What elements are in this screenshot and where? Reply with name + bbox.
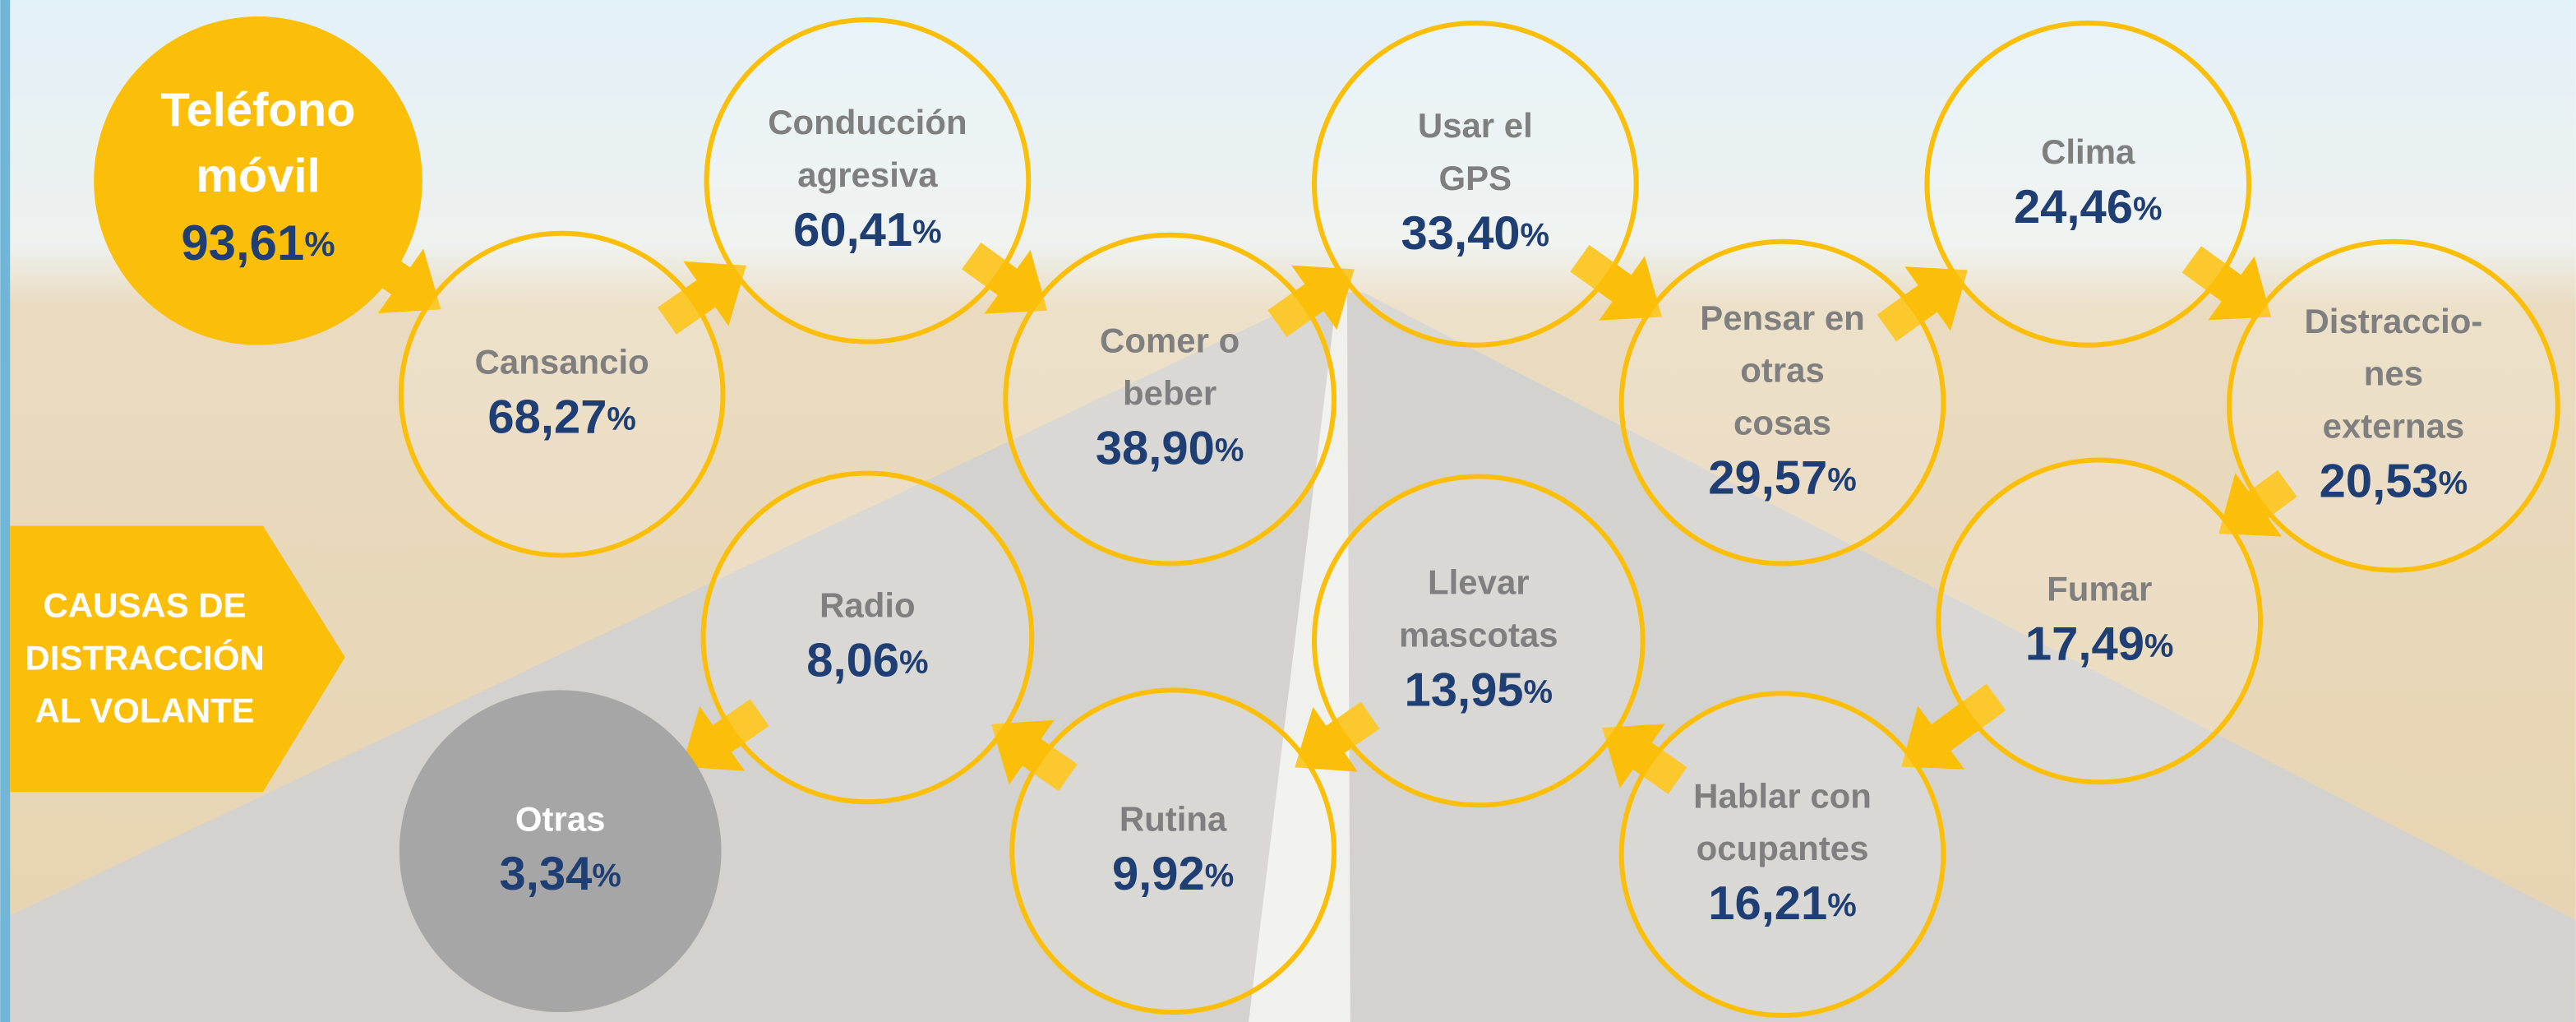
cause-circle <box>2229 242 2558 571</box>
cause-label: Teléfono <box>160 84 355 136</box>
cause-label: Rutina <box>1119 799 1227 838</box>
cause-node: Hablar con ocupantes 16,21% <box>1622 693 1944 1015</box>
cause-node: Comer o beber 38,90% <box>1005 235 1334 564</box>
cause-label: otras <box>1740 351 1825 390</box>
value-number: 60,41 <box>793 204 912 257</box>
title-line: AL VOLANTE <box>35 691 254 729</box>
value-number: 33,40 <box>1401 207 1521 260</box>
value-number: 16,21 <box>1708 877 1827 930</box>
cause-label: Comer o <box>1100 321 1240 360</box>
cause-node: Radio 8,06% <box>704 474 1032 802</box>
cause-label: Usar el <box>1418 106 1533 145</box>
cause-node: Otras 3,34% <box>399 690 722 1012</box>
value-unit: % <box>899 644 929 680</box>
value-unit: % <box>1205 858 1235 894</box>
cause-node: Pensar en otras cosas 29,57% <box>1622 242 1944 564</box>
infographic: Teléfonomóvil93,61%Cansancio68,27%Conduc… <box>0 0 2576 1022</box>
value-number: 24,46 <box>2014 181 2133 234</box>
cause-label: externas <box>2323 407 2465 446</box>
cause-node: Conducción agresiva 60,41% <box>707 20 1029 342</box>
cause-node: Clima 24,46% <box>1927 23 2249 345</box>
cause-node: Teléfono móvil 93,61% <box>94 16 422 345</box>
cause-node: Distraccio-nes externas 20,53% <box>2229 242 2558 571</box>
value-number: 93,61 <box>181 215 304 271</box>
page: {"title": {"lines": ["CAUSAS DE", "DISTR… <box>0 0 2576 1022</box>
value-unit: % <box>304 224 335 263</box>
value-unit: % <box>1827 887 1857 923</box>
cause-label: móvil <box>196 150 320 202</box>
cause-label: nes <box>2364 354 2423 393</box>
cause-label: Hablar con <box>1693 776 1872 815</box>
cause-label: mascotas <box>1399 615 1558 654</box>
cause-label: Fumar <box>2047 569 2152 608</box>
value-number: 13,95 <box>1405 664 1524 717</box>
value-number: 8,06 <box>806 635 899 687</box>
cause-label: Pensar en <box>1700 298 1865 337</box>
value-unit: % <box>2439 465 2468 501</box>
value-unit: % <box>2133 190 2163 226</box>
cause-label: Otras <box>515 799 606 838</box>
title-line: CAUSAS DE <box>44 585 247 624</box>
value-number: 29,57 <box>1708 452 1827 505</box>
title-line: DISTRACCIÓN <box>25 637 264 677</box>
cause-label: agresiva <box>797 155 938 194</box>
cause-node: Llevar mascotas 13,95% <box>1314 477 1643 806</box>
cause-label: Cansancio <box>475 343 649 382</box>
cause-node: Fumar 17,49% <box>1938 460 2260 783</box>
value-unit: % <box>1524 673 1553 710</box>
value-unit: % <box>1215 432 1244 468</box>
value-unit: % <box>2144 627 2174 664</box>
value-number: 68,27 <box>487 391 607 444</box>
value-number: 20,53 <box>2320 456 2439 508</box>
value-number: 17,49 <box>2025 618 2144 671</box>
value-number: 9,92 <box>1112 848 1205 900</box>
cause-label: GPS <box>1439 159 1512 197</box>
cause-label: cosas <box>1733 404 1831 442</box>
value-unit: % <box>1827 461 1857 497</box>
cause-label: Radio <box>819 585 916 624</box>
cause-label: ocupantes <box>1697 829 1869 867</box>
value-unit: % <box>912 213 942 249</box>
cause-label: Conducción <box>768 103 967 141</box>
left-strip <box>0 0 10 1022</box>
value-unit: % <box>607 400 636 437</box>
value-number: 3,34 <box>500 848 593 900</box>
cause-label: Llevar <box>1428 563 1530 602</box>
cause-node: Usar el GPS 33,40% <box>1314 23 1637 345</box>
value-unit: % <box>592 858 621 894</box>
cause-label: beber <box>1123 374 1216 413</box>
value-number: 38,90 <box>1096 423 1215 475</box>
cause-node: Cansancio 68,27% <box>401 234 723 556</box>
cause-node: Rutina 9,92% <box>1012 690 1334 1012</box>
cause-circle <box>1622 242 1944 564</box>
cause-label: Distraccio- <box>2304 302 2482 340</box>
value-unit: % <box>1521 216 1550 252</box>
cause-label: Clima <box>2041 132 2135 171</box>
